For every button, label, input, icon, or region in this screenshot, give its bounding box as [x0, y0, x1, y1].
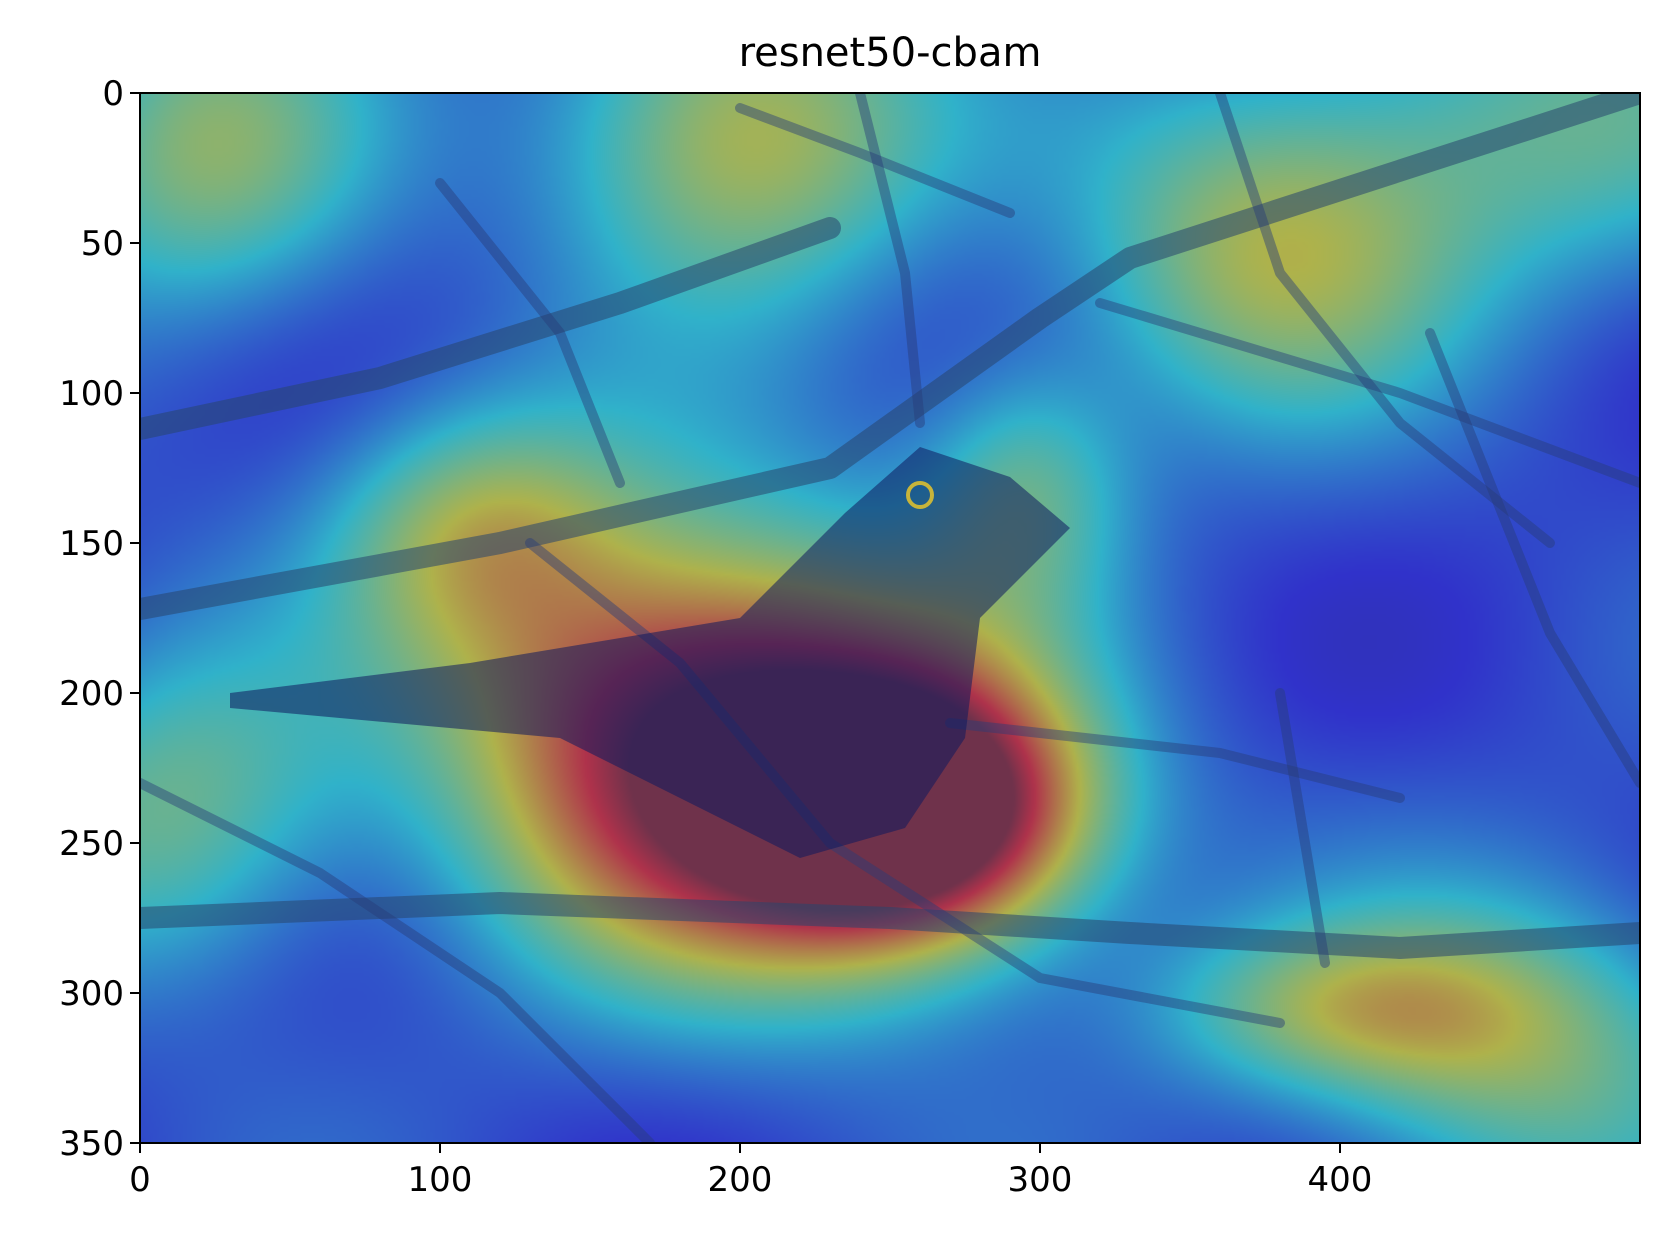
branch-shape [1095, 298, 1640, 488]
axes-frame [139, 92, 1641, 1144]
branch-shape [1275, 688, 1330, 968]
branch-shape [435, 178, 625, 488]
y-tick-label: 300 [59, 974, 124, 1014]
y-tick-label: 100 [59, 374, 124, 414]
x-tick-label: 300 [1008, 1160, 1073, 1200]
branch-shape [1215, 93, 1555, 548]
x-tick-label: 200 [708, 1160, 773, 1200]
y-tick-label: 200 [59, 674, 124, 714]
y-tick-label: 50 [81, 224, 124, 264]
x-tick-label: 100 [408, 1160, 473, 1200]
x-axis: 0 100 200 300 400 [129, 1143, 1372, 1200]
y-tick-label: 150 [59, 524, 124, 564]
branch-shape [140, 217, 841, 440]
y-tick-label: 350 [59, 1124, 124, 1164]
branch-shape [735, 103, 1015, 218]
branch-shape [945, 718, 1405, 803]
branch-shape [140, 93, 1640, 620]
branch-shape [855, 93, 925, 428]
x-tick-label: 400 [1308, 1160, 1373, 1200]
branch-shape [1425, 328, 1640, 788]
y-tick-label: 0 [102, 74, 124, 114]
bird-silhouette [230, 447, 1070, 858]
chart-title: resnet50-cbam [739, 30, 1042, 76]
bird-eye [906, 481, 934, 509]
x-tick-label: 0 [129, 1160, 151, 1200]
y-axis: 0 50 100 150 200 250 300 350 [59, 74, 140, 1164]
plot-area [140, 93, 1640, 1143]
branch-shape [140, 892, 1640, 959]
y-tick-label: 250 [59, 824, 124, 864]
scene-overlay [140, 93, 1640, 1143]
branch-shape [140, 778, 655, 1143]
